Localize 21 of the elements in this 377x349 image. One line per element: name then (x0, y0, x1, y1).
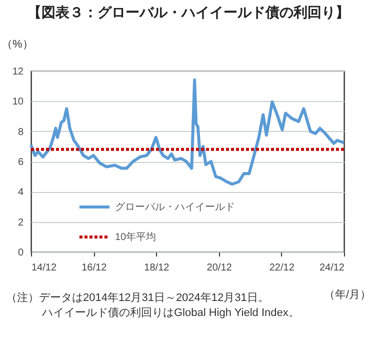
y-tick-label: 2 (18, 217, 24, 228)
x-tick-label: 22/12 (269, 262, 295, 274)
line-series (30, 78, 346, 186)
y-tick-label: 4 (18, 187, 24, 198)
x-tick-label: 18/12 (144, 262, 170, 274)
x-tick-label: 14/12 (32, 262, 57, 274)
y-tick-label: 0 (18, 248, 24, 258)
x-axis-title: （年/月） (324, 288, 371, 302)
y-tick-label: 8 (18, 126, 24, 138)
x-tick-label: 24/12 (319, 262, 345, 274)
chart-title: 【図表３：グローバル・ハイイールド債の利回り】 (26, 4, 350, 22)
y-tick-label: 12 (12, 66, 24, 78)
y-tick-label: 10 (12, 96, 24, 108)
x-tick-label: 20/12 (206, 262, 232, 274)
x-tick-label: 16/12 (82, 262, 108, 274)
text: （注）データは2014年12月31日～2024年12月31日。 (6, 290, 269, 305)
legend-label: 10年平均 (114, 230, 156, 243)
text: ハイイールド債の利回りはGlobal High Yield Index。 (42, 306, 300, 320)
y-tick-label: 6 (18, 157, 24, 168)
legend-label: グローバル・ハイイールド (114, 202, 235, 213)
y-axis-title: （%） (2, 38, 34, 50)
